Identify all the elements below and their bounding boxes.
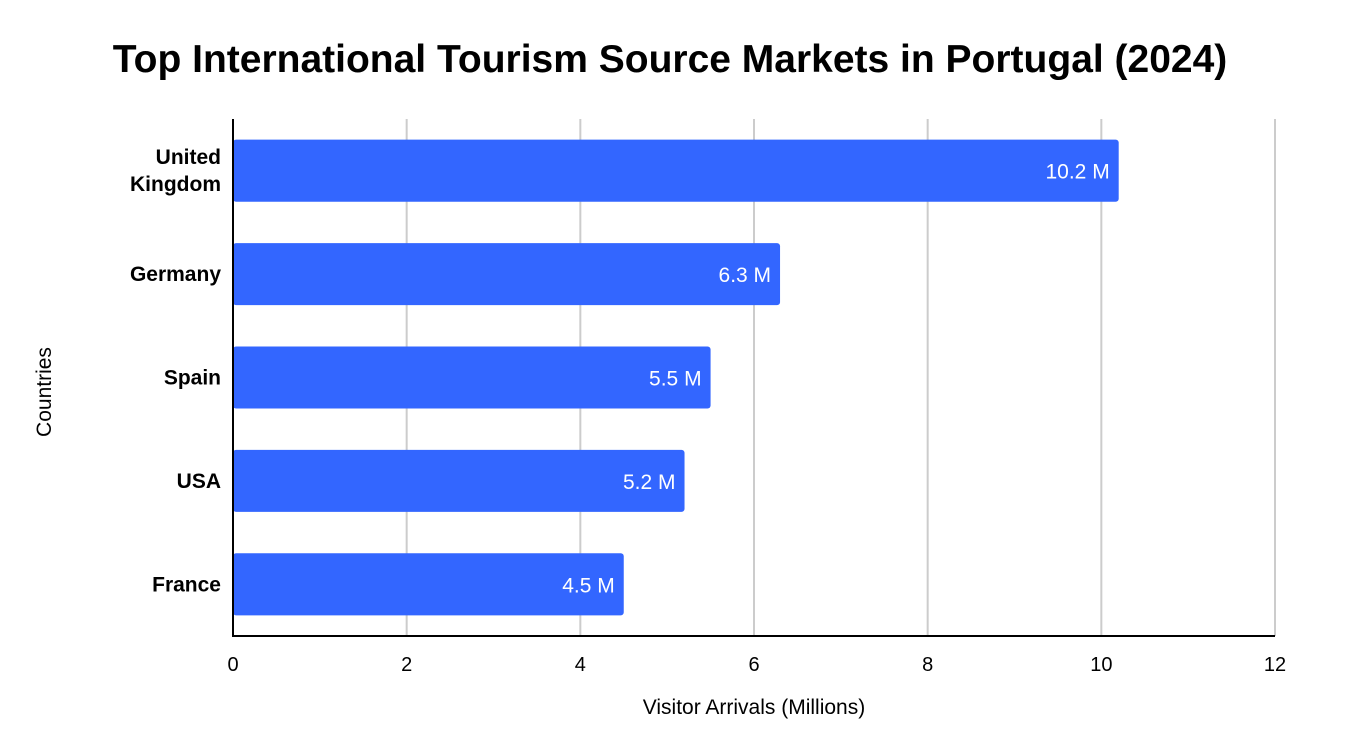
- bar: [233, 553, 624, 616]
- y-category-label-line: France: [152, 573, 221, 596]
- bar-value-label: 5.5 M: [649, 368, 702, 391]
- y-category-label-line: Germany: [130, 263, 221, 286]
- bars: [233, 139, 1119, 616]
- chart-title: Top International Tourism Source Markets…: [112, 38, 1228, 81]
- x-tick-label: 10: [1090, 654, 1112, 676]
- x-tick-label: 12: [1264, 654, 1286, 676]
- y-category-label-line: USA: [177, 470, 221, 493]
- bar-value-label: 5.2 M: [623, 471, 676, 494]
- x-tick-label: 4: [575, 654, 586, 676]
- y-category-label: USA: [177, 470, 221, 493]
- y-category-label-line: Kingdom: [130, 173, 221, 196]
- bar-value-label: 4.5 M: [562, 574, 615, 597]
- y-category-label: France: [152, 573, 221, 596]
- bar: [233, 139, 1119, 202]
- x-tick-label: 0: [227, 654, 238, 676]
- labels: 0 2 4 6 8 10 12 10.2 M United Kingdom 6.3 M Germany…: [130, 146, 1286, 676]
- y-category-label-line: Spain: [164, 367, 221, 390]
- x-axis-title: Visitor Arrivals (Millions): [643, 696, 865, 719]
- y-category-label-line: United: [156, 146, 221, 169]
- bar: [233, 243, 781, 306]
- bar-value-label: 10.2 M: [1045, 161, 1109, 184]
- y-category-label: United Kingdom: [130, 146, 221, 196]
- bar: [233, 449, 685, 512]
- axes: [232, 119, 1275, 637]
- x-tick-label: 2: [401, 654, 412, 676]
- x-tick-label: 6: [748, 654, 759, 676]
- y-axis-title: Countries: [33, 347, 56, 437]
- bar-value-label: 6.3 M: [719, 264, 772, 287]
- x-tick-label: 8: [922, 654, 933, 676]
- bar: [233, 346, 711, 409]
- y-category-label: Germany: [130, 263, 221, 286]
- y-category-label: Spain: [164, 367, 221, 390]
